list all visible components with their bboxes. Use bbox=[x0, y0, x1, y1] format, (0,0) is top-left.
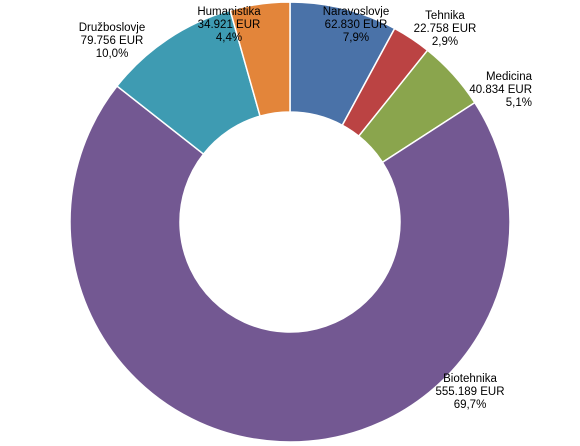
slice-labels: Naravoslovje 62.830 EUR 7,9% Tehnika 22.758 … bbox=[79, 6, 533, 411]
label-medicina: Medicina 40.834 EUR 5,1% bbox=[469, 71, 532, 109]
label-druzboslovje: Družboslovje 79.756 EUR 10,0% bbox=[79, 22, 145, 60]
label-tehnika: Tehnika 22.758 EUR 2,9% bbox=[414, 10, 477, 48]
label-naravoslovje: Naravoslovje 62.830 EUR 7,9% bbox=[323, 6, 389, 44]
slices bbox=[69, 1, 511, 443]
slice-humanistika bbox=[229, 1, 291, 118]
label-humanistika: Humanistika 34.921 EUR 4,4% bbox=[197, 6, 261, 44]
slice-biotehnika bbox=[69, 85, 511, 443]
label-biotehnika: Biotehnika 555.189 EUR 69,7% bbox=[435, 373, 504, 411]
